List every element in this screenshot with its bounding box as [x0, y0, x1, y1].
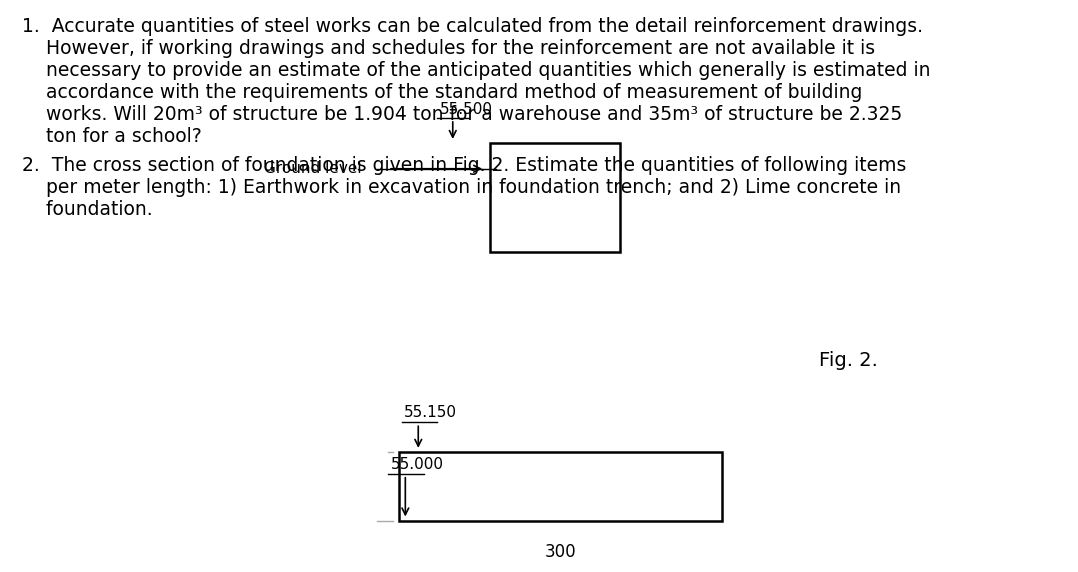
Text: accordance with the requirements of the standard method of measurement of buildi: accordance with the requirements of the … — [22, 83, 862, 102]
Bar — [490, 143, 620, 252]
Text: ton for a school?: ton for a school? — [22, 127, 202, 146]
Text: 55.150: 55.150 — [404, 406, 457, 420]
Text: 55.500: 55.500 — [440, 102, 493, 117]
Text: works. Will 20m³ of structure be 1.904 ton for a warehouse and 35m³ of structure: works. Will 20m³ of structure be 1.904 t… — [22, 105, 902, 124]
Text: However, if working drawings and schedules for the reinforcement are not availab: However, if working drawings and schedul… — [22, 39, 874, 58]
Text: 2.  The cross section of foundation is given in Fig. 2. Estimate the quantities : 2. The cross section of foundation is gi… — [22, 156, 906, 175]
Text: 300: 300 — [544, 543, 577, 561]
Text: Fig. 2.: Fig. 2. — [819, 351, 879, 370]
Text: 55.000: 55.000 — [391, 457, 444, 472]
Text: 1.  Accurate quantities of steel works can be calculated from the detail reinfor: 1. Accurate quantities of steel works ca… — [22, 17, 923, 36]
Text: per meter length: 1) Earthwork in excavation in foundation trench; and 2) Lime c: per meter length: 1) Earthwork in excava… — [22, 178, 901, 197]
Text: necessary to provide an estimate of the anticipated quantities which generally i: necessary to provide an estimate of the … — [22, 61, 930, 80]
Text: Ground level: Ground level — [264, 161, 362, 176]
Text: foundation.: foundation. — [22, 200, 152, 219]
Bar — [399, 452, 722, 521]
